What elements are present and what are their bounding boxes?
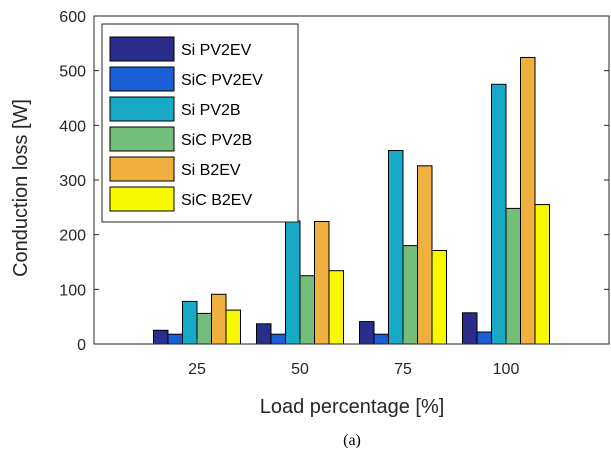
legend-label-si-b2ev: Si B2EV [181,162,241,179]
legend-label-sic-pv2b: SiC PV2B [181,132,252,149]
bar-si-b2ev-25 [211,293,227,345]
bar-sic-pv2ev-75 [373,333,389,345]
legend-swatch-sic-pv2ev [109,66,175,92]
bar-sic-pv2ev-100 [476,331,492,345]
bar-sic-pv2ev-25 [167,333,183,345]
x-tick-label: 50 [291,361,309,378]
bar-si-b2ev-50 [314,221,330,345]
bar-si-pv2b-100 [491,83,507,345]
bar-si-pv2ev-75 [359,321,375,345]
x-axis-label: Load percentage [%] [260,396,445,418]
bar-sic-b2ev-25 [225,309,241,345]
bar-si-pv2b-50 [285,220,301,345]
y-tick-label: 200 [59,228,86,245]
legend-swatch-sic-pv2b [109,126,175,152]
y-tick-label: 600 [59,9,86,26]
legend-label-si-pv2ev: Si PV2EV [181,42,252,59]
bar-si-pv2ev-100 [462,312,478,345]
bar-si-pv2b-75 [388,150,404,345]
legend-label-si-pv2b: Si PV2B [181,102,241,119]
y-tick-label: 0 [77,337,86,354]
bar-si-b2ev-75 [417,165,433,345]
bar-sic-pv2ev-50 [270,333,286,345]
y-tick-label: 100 [59,282,86,299]
bar-si-pv2b-25 [182,300,198,345]
legend-swatch-sic-b2ev [109,186,175,212]
y-axis-ticks: 0 100 200 300 400 500 600 [59,9,609,354]
y-tick-label: 300 [59,173,86,190]
bar-si-b2ev-100 [520,57,536,345]
bar-sic-pv2b-100 [505,207,521,345]
bar-sic-b2ev-75 [431,250,447,345]
y-tick-label: 400 [59,118,86,135]
bars-group [153,57,550,345]
legend-swatch-si-pv2b [109,96,175,122]
x-tick-label: 100 [493,361,520,378]
bar-sic-pv2b-75 [402,245,418,345]
bar-sic-b2ev-50 [328,270,344,345]
x-tick-label: 75 [394,361,412,378]
bar-si-pv2ev-25 [153,329,169,345]
x-axis-ticks: 25 50 75 100 [188,339,519,378]
legend: Si PV2EV SiC PV2EV Si PV2B SiC PV2B Si B… [101,23,299,223]
figure-caption: (a) [343,432,361,449]
legend-label-sic-pv2ev: SiC PV2EV [181,72,263,89]
legend-swatch-si-b2ev [109,156,175,182]
bar-sic-pv2b-25 [196,312,212,345]
bar-si-pv2ev-50 [256,323,272,345]
legend-swatch-si-pv2ev [109,36,175,62]
y-tick-label: 500 [59,64,86,81]
bar-sic-pv2b-50 [299,275,315,345]
x-tick-label: 25 [188,361,206,378]
bar-sic-b2ev-100 [534,204,550,345]
legend-label-sic-b2ev: SiC B2EV [181,192,252,209]
y-axis-label: Conduction loss [W] [10,99,32,277]
